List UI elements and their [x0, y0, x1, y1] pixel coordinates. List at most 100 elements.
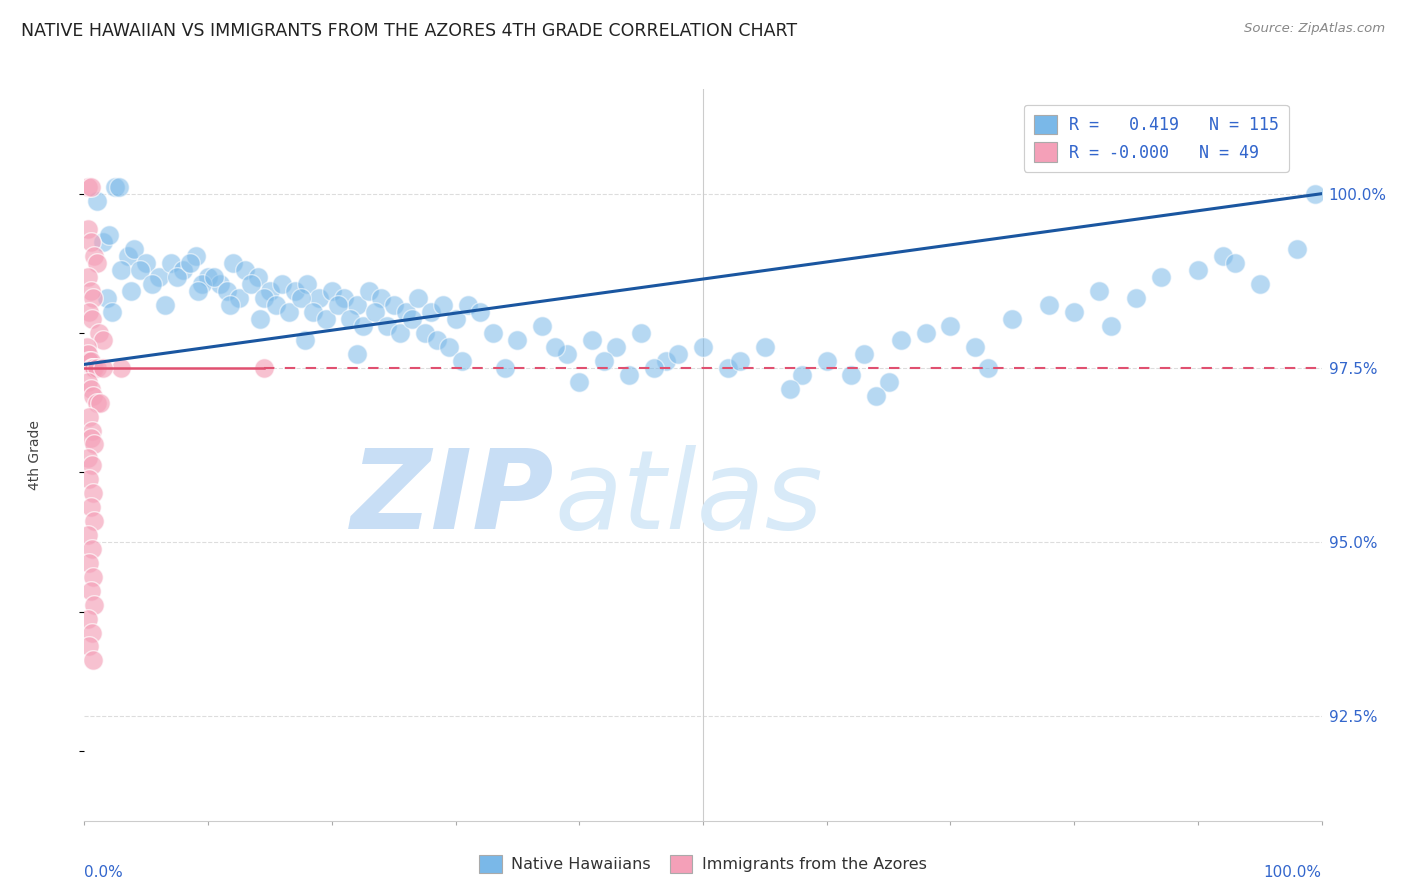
Point [100, 305, 122, 319]
Point [717, 360, 740, 375]
Point [494, 360, 516, 375]
Point [79, 179, 101, 194]
Point [481, 326, 503, 340]
Point [1088, 284, 1111, 298]
Point [79, 583, 101, 598]
Point [593, 354, 616, 368]
Point [581, 333, 603, 347]
Point [1285, 243, 1308, 257]
Point [98, 228, 121, 243]
Point [413, 326, 436, 340]
Point [284, 284, 307, 298]
Point [815, 354, 838, 368]
Point [1063, 305, 1085, 319]
Point [382, 298, 405, 312]
Point [209, 277, 232, 292]
Point [294, 333, 316, 347]
Point [202, 270, 225, 285]
Point [779, 382, 801, 396]
Point [86, 360, 108, 375]
Point [295, 277, 318, 292]
Point [914, 326, 936, 340]
Point [1001, 312, 1024, 326]
Point [370, 291, 392, 305]
Point [228, 291, 250, 305]
Point [326, 298, 349, 312]
Point [290, 291, 312, 305]
Point [457, 298, 479, 312]
Point [470, 305, 492, 319]
Point [80, 312, 103, 326]
Point [79, 305, 101, 319]
Point [122, 243, 145, 257]
Point [271, 277, 294, 292]
Point [890, 333, 912, 347]
Point [83, 249, 105, 263]
Point [841, 368, 863, 382]
Point [79, 354, 101, 368]
Point [80, 458, 103, 473]
Point [86, 256, 108, 270]
Point [321, 284, 343, 298]
Point [120, 284, 142, 298]
Point [790, 368, 813, 382]
Point [630, 326, 652, 340]
Point [77, 528, 100, 542]
Point [82, 570, 104, 584]
Point [110, 360, 132, 375]
Text: ZIP: ZIP [352, 445, 554, 552]
Point [233, 263, 256, 277]
Text: 100.0%: 100.0% [1264, 864, 1322, 880]
Point [333, 291, 356, 305]
Point [166, 270, 188, 285]
Point [1187, 263, 1209, 277]
Point [643, 360, 665, 375]
Point [432, 298, 454, 312]
Point [352, 319, 374, 334]
Point [82, 486, 104, 500]
Point [83, 360, 105, 375]
Point [339, 312, 361, 326]
Point [444, 312, 467, 326]
Point [1150, 270, 1173, 285]
Point [976, 360, 998, 375]
Point [172, 263, 194, 277]
Point [91, 235, 114, 250]
Point [246, 270, 269, 285]
Point [277, 305, 299, 319]
Point [302, 305, 325, 319]
Point [179, 256, 201, 270]
Point [80, 424, 103, 438]
Point [77, 347, 100, 361]
Point [655, 354, 678, 368]
Point [79, 235, 101, 250]
Point [308, 291, 330, 305]
Point [86, 395, 108, 409]
Point [605, 340, 627, 354]
Point [439, 340, 461, 354]
Point [110, 263, 132, 277]
Point [754, 340, 776, 354]
Point [82, 389, 104, 403]
Point [191, 277, 214, 292]
Text: Source: ZipAtlas.com: Source: ZipAtlas.com [1244, 22, 1385, 36]
Point [1223, 256, 1246, 270]
Point [346, 298, 368, 312]
Point [104, 179, 127, 194]
Legend: Native Hawaiians, Immigrants from the Azores: Native Hawaiians, Immigrants from the Az… [472, 848, 934, 880]
Point [506, 333, 529, 347]
Point [197, 270, 219, 285]
Text: atlas: atlas [554, 445, 823, 552]
Point [148, 270, 170, 285]
Point [259, 284, 281, 298]
Point [666, 347, 689, 361]
Point [1305, 186, 1327, 201]
Point [555, 347, 578, 361]
Point [965, 340, 987, 354]
Point [184, 249, 207, 263]
Point [395, 305, 418, 319]
Point [315, 312, 337, 326]
Point [77, 179, 100, 194]
Point [219, 298, 242, 312]
Point [426, 333, 449, 347]
